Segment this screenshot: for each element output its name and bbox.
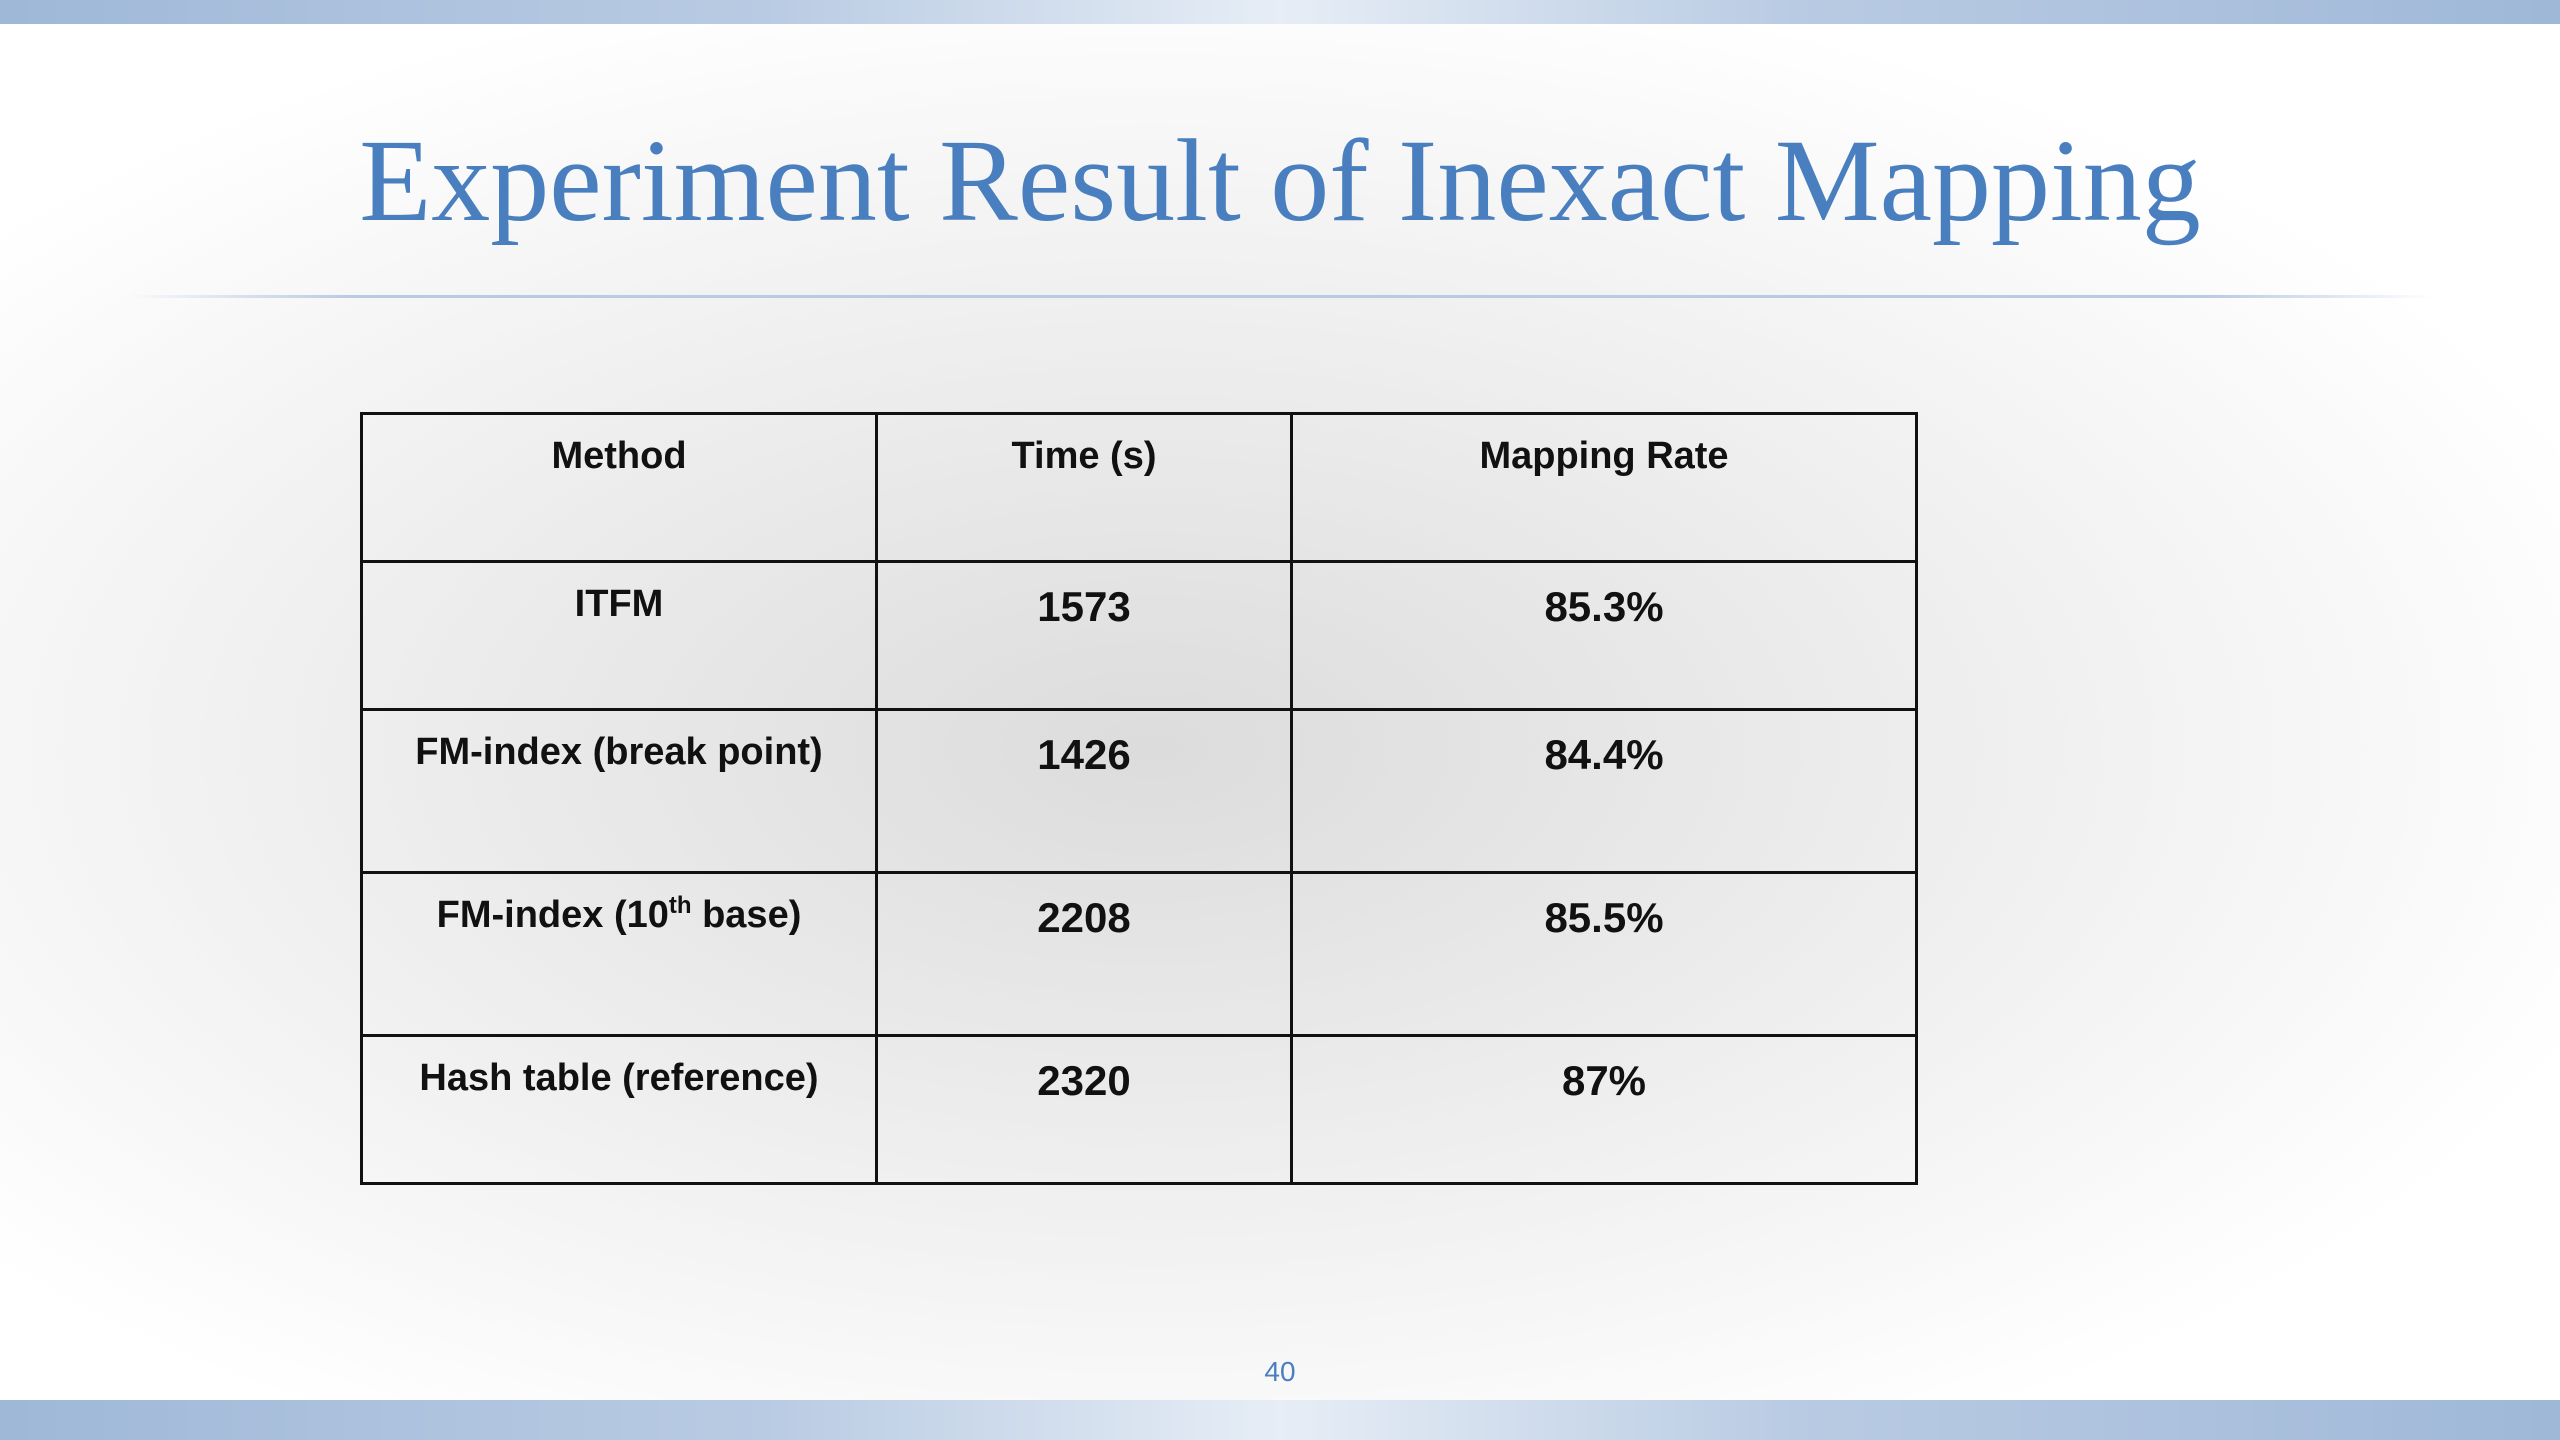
cell-method: Hash table (reference) <box>360 1034 878 1185</box>
header-mapping-rate: Mapping Rate <box>1290 412 1918 563</box>
header-time: Time (s) <box>875 412 1293 563</box>
cell-method: FM-index (break point) <box>360 708 878 874</box>
method-suffix: base) <box>691 894 802 936</box>
cell-mapping-rate: 85.5% <box>1290 871 1918 1037</box>
top-decorative-band <box>0 0 2560 24</box>
title-divider <box>125 295 2435 298</box>
method-prefix: FM-index (10 <box>436 894 669 936</box>
page-number: 40 <box>1264 1356 1296 1387</box>
table-row: FM-index (break point) 1426 84.4% <box>360 708 1918 874</box>
header-method: Method <box>360 412 878 563</box>
results-table: Method Time (s) Mapping Rate ITFM 1573 8… <box>360 412 1918 1185</box>
ordinal-superscript: th <box>668 892 692 919</box>
table-row: ITFM 1573 85.3% <box>360 560 1918 711</box>
cell-mapping-rate: 85.3% <box>1290 560 1918 711</box>
slide-title: Experiment Result of Inexact Mapping <box>359 115 2201 246</box>
cell-time: 1426 <box>875 708 1293 874</box>
cell-mapping-rate: 87% <box>1290 1034 1918 1185</box>
cell-time: 2208 <box>875 871 1293 1037</box>
cell-method: ITFM <box>360 560 878 711</box>
table-header-row: Method Time (s) Mapping Rate <box>360 412 1918 563</box>
cell-time: 1573 <box>875 560 1293 711</box>
table-row: Hash table (reference) 2320 87% <box>360 1034 1918 1185</box>
cell-time: 2320 <box>875 1034 1293 1185</box>
table-row: FM-index (10th base) 2208 85.5% <box>360 871 1918 1037</box>
cell-mapping-rate: 84.4% <box>1290 708 1918 874</box>
cell-method: FM-index (10th base) <box>360 871 878 1037</box>
bottom-decorative-band <box>0 1400 2560 1440</box>
